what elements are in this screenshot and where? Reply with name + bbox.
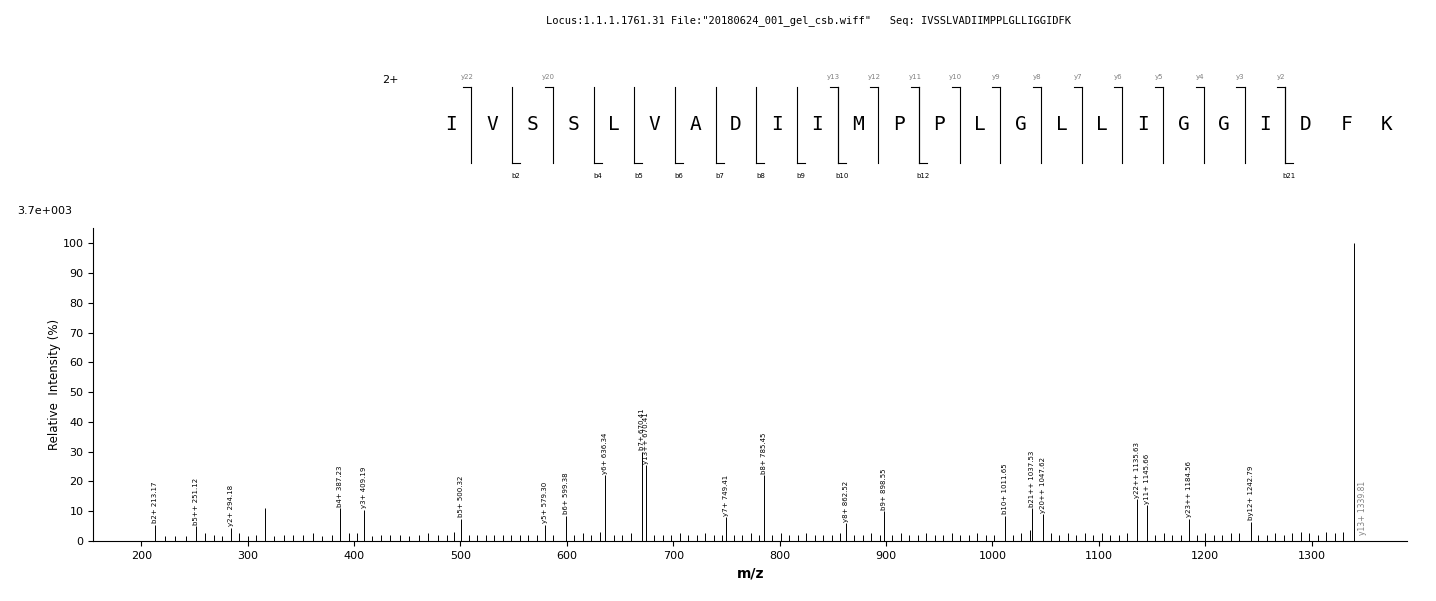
Text: P: P — [893, 115, 905, 134]
Text: y22: y22 — [461, 74, 474, 79]
Text: b4+ 387.23: b4+ 387.23 — [337, 465, 343, 507]
Text: b8+ 785.45: b8+ 785.45 — [761, 433, 767, 474]
Text: L: L — [607, 115, 620, 134]
Text: y2: y2 — [1277, 74, 1285, 79]
Text: G: G — [1015, 115, 1027, 134]
Text: y11: y11 — [909, 74, 922, 79]
Text: y9: y9 — [992, 74, 1001, 79]
Text: y4: y4 — [1196, 74, 1203, 79]
Text: y6: y6 — [1114, 74, 1123, 79]
Text: y7: y7 — [1073, 74, 1083, 79]
Text: I: I — [771, 115, 783, 134]
Text: b6: b6 — [675, 173, 684, 179]
Text: y2+ 294.18: y2+ 294.18 — [228, 485, 234, 526]
Text: M: M — [852, 115, 864, 134]
Text: V: V — [649, 115, 661, 134]
Text: y3: y3 — [1236, 74, 1245, 79]
Text: b5: b5 — [633, 173, 643, 179]
Text: I: I — [1259, 115, 1271, 134]
Text: b21++ 1037.53: b21++ 1037.53 — [1030, 450, 1035, 507]
Text: b8: b8 — [755, 173, 765, 179]
Text: y12: y12 — [867, 74, 880, 79]
Text: V: V — [485, 115, 498, 134]
Text: y5+ 579.30: y5+ 579.30 — [541, 482, 547, 523]
Text: y13+ 1339.81: y13+ 1339.81 — [1358, 481, 1367, 535]
Text: y8+ 862.52: y8+ 862.52 — [843, 480, 849, 522]
Text: Locus:1.1.1.1761.31 File:"20180624_001_gel_csb.wiff"   Seq: IVSSLVADIIMPPLGLLIGG: Locus:1.1.1.1761.31 File:"20180624_001_g… — [546, 15, 1071, 26]
Text: y13: y13 — [827, 74, 840, 79]
Text: 2+: 2+ — [382, 75, 398, 85]
Text: b5++ 251.12: b5++ 251.12 — [192, 477, 198, 525]
Text: b2+ 213.17: b2+ 213.17 — [152, 481, 158, 523]
Text: I: I — [445, 115, 457, 134]
Text: b10+ 1011.65: b10+ 1011.65 — [1002, 463, 1008, 514]
Text: S: S — [527, 115, 538, 134]
Text: P: P — [933, 115, 945, 134]
Text: b5+ 500.32: b5+ 500.32 — [458, 476, 464, 517]
Text: b7+ 670.41: b7+ 670.41 — [639, 409, 645, 450]
Text: y10: y10 — [949, 74, 962, 79]
Text: b10: b10 — [836, 173, 849, 179]
Text: I: I — [1137, 115, 1149, 134]
Text: b7: b7 — [715, 173, 724, 179]
Text: D: D — [729, 115, 742, 134]
Text: G: G — [1218, 115, 1231, 134]
Text: S: S — [567, 115, 579, 134]
Text: y8: y8 — [1032, 74, 1041, 79]
Text: b2: b2 — [511, 173, 521, 179]
Text: y20++ 1047.62: y20++ 1047.62 — [1040, 457, 1045, 513]
Text: b9+ 898.55: b9+ 898.55 — [882, 468, 887, 510]
Text: y3+ 409.19: y3+ 409.19 — [360, 467, 366, 508]
Text: I: I — [811, 115, 823, 134]
Text: L: L — [1055, 115, 1067, 134]
X-axis label: m/z: m/z — [737, 566, 764, 580]
Text: y20: y20 — [543, 74, 556, 79]
Text: A: A — [689, 115, 701, 134]
Text: G: G — [1178, 115, 1189, 134]
Text: y6+ 636.34: y6+ 636.34 — [603, 433, 609, 474]
Text: L: L — [974, 115, 987, 134]
Text: L: L — [1096, 115, 1109, 134]
Text: F: F — [1340, 115, 1353, 134]
Text: y22++ 1135.63: y22++ 1135.63 — [1133, 442, 1140, 498]
Text: y23++ 1184.56: y23++ 1184.56 — [1186, 461, 1192, 517]
Text: b12: b12 — [916, 173, 929, 179]
Text: D: D — [1300, 115, 1311, 134]
Text: b21: b21 — [1282, 173, 1295, 179]
Text: b4: b4 — [593, 173, 602, 179]
Y-axis label: Relative  Intensity (%): Relative Intensity (%) — [49, 319, 62, 450]
Text: y13++ 670.41: y13++ 670.41 — [642, 412, 649, 463]
Text: K: K — [1381, 115, 1393, 134]
Text: 3.7e+003: 3.7e+003 — [17, 206, 72, 216]
Text: y5: y5 — [1155, 74, 1163, 79]
Text: y7+ 749.41: y7+ 749.41 — [722, 474, 728, 516]
Text: b6+ 599.38: b6+ 599.38 — [563, 472, 569, 514]
Text: by12+ 1242.79: by12+ 1242.79 — [1248, 466, 1254, 520]
Text: y11+ 1145.66: y11+ 1145.66 — [1144, 453, 1150, 504]
Text: b9: b9 — [797, 173, 806, 179]
